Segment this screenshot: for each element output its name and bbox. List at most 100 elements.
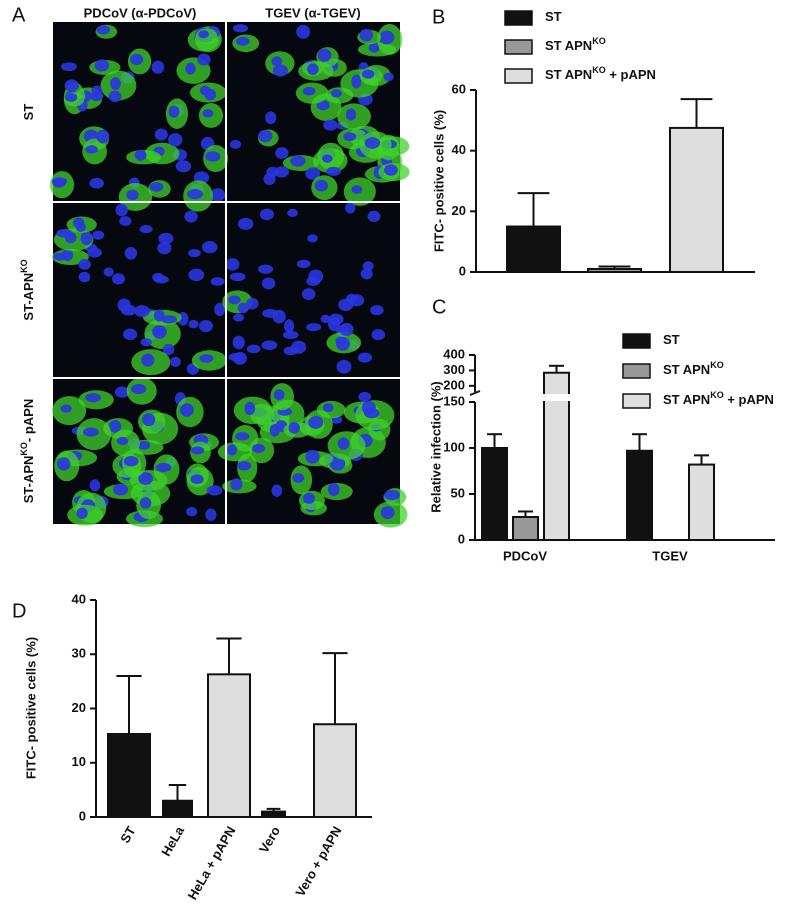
- nucleus: [259, 208, 274, 221]
- y-tick-label: 40: [72, 591, 86, 606]
- label-part: ST APN: [545, 67, 592, 82]
- nucleus: [316, 100, 330, 111]
- nucleus: [188, 249, 201, 258]
- nucleus: [229, 272, 246, 282]
- nucleus: [188, 268, 205, 282]
- x-tick-label: PDCoV: [503, 548, 547, 563]
- nucleus: [134, 149, 147, 161]
- y-tick-label: 50: [451, 485, 465, 500]
- y-tick-label: 0: [459, 263, 466, 278]
- label-part: + pAPN: [724, 392, 774, 407]
- nucleus: [225, 258, 240, 271]
- nucleus: [92, 230, 105, 240]
- error-bar: [216, 637, 242, 675]
- nucleus: [361, 400, 376, 415]
- nucleus: [64, 79, 79, 92]
- nucleus: [140, 338, 152, 347]
- nucleus: [345, 108, 357, 121]
- nucleus: [232, 351, 247, 365]
- nucleus: [190, 474, 204, 484]
- nucleus: [94, 59, 110, 72]
- nucleus: [232, 313, 245, 322]
- label: ST APNKO: [545, 36, 606, 53]
- nucleus: [367, 210, 381, 223]
- nucleus: [60, 404, 72, 413]
- nucleus: [257, 264, 274, 274]
- nucleus: [306, 323, 322, 332]
- nucleus: [198, 320, 213, 333]
- axis-break: [469, 390, 481, 396]
- legend-swatch: [504, 39, 533, 55]
- nucleus: [82, 427, 99, 437]
- nucleus: [162, 343, 175, 356]
- bar: [587, 267, 642, 274]
- nucleus: [314, 179, 329, 192]
- error-bar: [266, 807, 281, 812]
- label-part: ST APN: [663, 392, 710, 407]
- nucleus: [371, 329, 386, 341]
- panel-letter: C: [432, 296, 446, 318]
- nucleus: [141, 353, 155, 367]
- nucleus: [237, 461, 252, 471]
- nucleus: [205, 508, 217, 521]
- nucleus: [188, 319, 199, 329]
- nucleus: [138, 472, 154, 485]
- label-part: ST-APN: [21, 273, 36, 321]
- nucleus: [210, 188, 226, 202]
- error-bar: [518, 510, 533, 517]
- bar: [512, 516, 539, 541]
- nucleus: [113, 483, 129, 496]
- label: ST: [545, 9, 562, 24]
- nucleus: [368, 42, 380, 53]
- superscript: KO: [710, 390, 724, 400]
- nucleus: [337, 437, 350, 450]
- nucleus: [271, 56, 283, 67]
- nucleus: [283, 346, 298, 356]
- y-axis-label: Relative infection (%): [428, 381, 443, 512]
- nucleus: [139, 497, 152, 509]
- label-part: ST: [663, 332, 680, 347]
- nucleus: [358, 391, 372, 402]
- nucleus: [87, 247, 102, 258]
- label-part: - pAPN: [21, 399, 36, 442]
- bar: [207, 673, 251, 819]
- x-tick-label: Vero + pAPN: [292, 824, 344, 899]
- nucleus: [230, 478, 243, 491]
- error-bar: [694, 454, 709, 465]
- nucleus: [357, 352, 373, 363]
- nucleus: [380, 506, 395, 520]
- nucleus: [151, 60, 165, 74]
- error-bar: [322, 652, 348, 725]
- nucleus: [237, 217, 254, 230]
- nucleus: [80, 231, 93, 246]
- y-tick-label: 20: [452, 203, 466, 218]
- nucleus: [307, 234, 318, 243]
- column-label: TGEV (α-TGEV): [265, 5, 360, 20]
- nucleus: [89, 479, 101, 492]
- nucleus: [134, 305, 150, 318]
- nucleus: [78, 259, 91, 270]
- nucleus: [114, 386, 130, 398]
- nucleus: [123, 455, 139, 467]
- nucleus: [116, 436, 129, 445]
- nucleus: [266, 166, 279, 178]
- nucleus: [96, 129, 110, 144]
- label: ST: [21, 104, 36, 121]
- nucleus: [56, 457, 71, 471]
- nucleus: [271, 484, 283, 497]
- x-tick-label: TGEV: [652, 548, 688, 563]
- panel-letter: A: [12, 4, 26, 26]
- nucleus: [362, 261, 374, 271]
- nucleus: [142, 413, 156, 427]
- nucleus: [322, 403, 334, 413]
- nucleus: [235, 36, 250, 46]
- nucleus: [273, 389, 285, 401]
- y-tick-label: 0: [458, 531, 465, 546]
- legend-swatch: [622, 333, 651, 349]
- nucleus: [152, 325, 165, 337]
- nucleus: [330, 89, 342, 98]
- nucleus: [175, 160, 192, 173]
- x-tick-label: ST: [117, 824, 138, 846]
- nucleus: [262, 308, 278, 318]
- nucleus: [131, 383, 147, 395]
